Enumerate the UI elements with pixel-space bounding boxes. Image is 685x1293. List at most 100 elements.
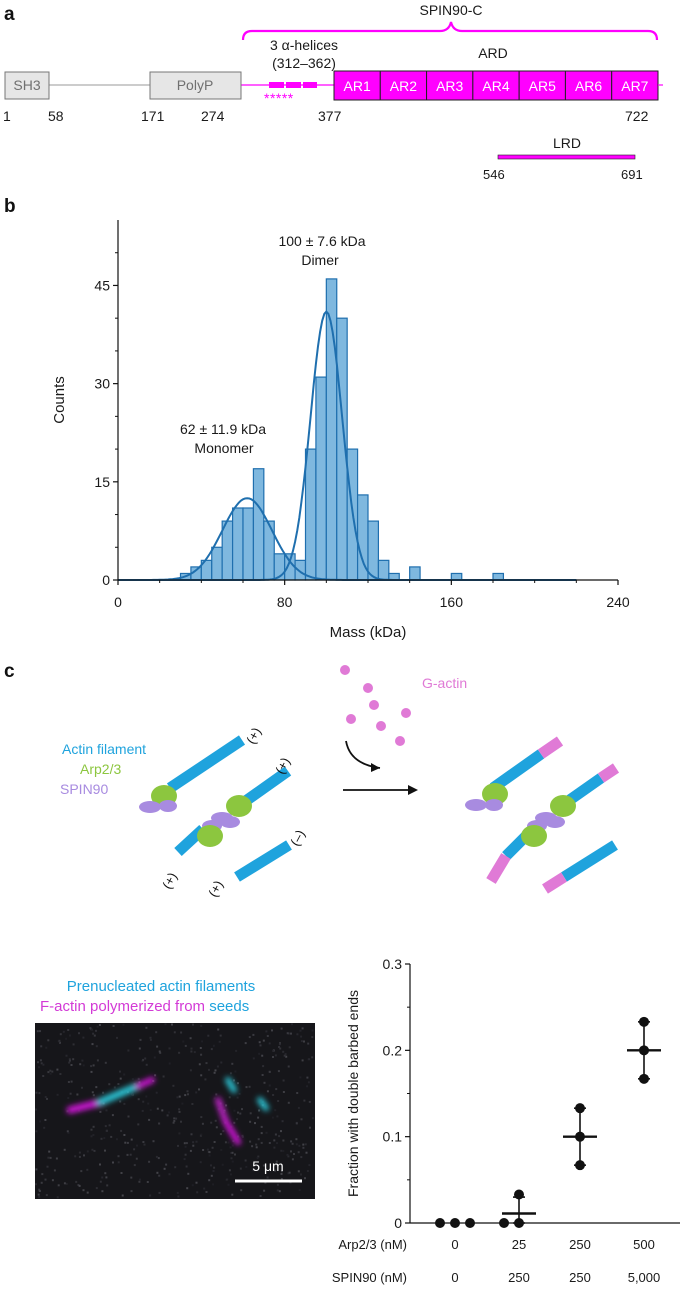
micrograph-caption-seeds: Prenucleated actin filaments — [67, 978, 255, 995]
noise-speckle — [272, 1094, 275, 1096]
noise-speckle — [311, 1056, 314, 1059]
panel-a-letter: a — [4, 4, 15, 25]
noise-speckle — [213, 1097, 216, 1100]
noise-speckle — [195, 1140, 198, 1143]
y-axis-label: Fraction with double barbed ends — [345, 990, 361, 1197]
noise-speckle — [40, 1062, 43, 1065]
noise-speckle — [86, 1191, 89, 1194]
noise-speckle — [142, 1058, 145, 1061]
noise-speckle — [282, 1050, 285, 1053]
noise-speckle — [208, 1151, 211, 1154]
g-actin-label: G-actin — [422, 675, 467, 691]
noise-speckle — [298, 1144, 301, 1147]
noise-speckle — [168, 1047, 171, 1050]
noise-speckle — [231, 1062, 234, 1065]
arp23-complex — [197, 825, 223, 847]
noise-speckle — [274, 1054, 277, 1057]
data-point — [575, 1103, 585, 1114]
noise-speckle — [182, 1040, 185, 1043]
noise-speckle — [232, 1140, 235, 1143]
noise-speckle — [287, 1101, 290, 1104]
noise-speckle — [105, 1129, 108, 1132]
noise-speckle — [229, 1146, 232, 1149]
residue-377: 377 — [318, 108, 342, 124]
noise-speckle — [303, 1040, 305, 1043]
noise-speckle — [112, 1025, 115, 1027]
noise-speckle — [86, 1168, 89, 1171]
spin90c-bracket — [241, 21, 659, 41]
noise-speckle — [252, 1057, 255, 1060]
noise-speckle — [119, 1100, 122, 1103]
noise-speckle — [227, 1141, 230, 1144]
noise-speckle — [271, 1029, 273, 1032]
histogram-bar — [367, 520, 380, 581]
condition-1-spin: 0 — [451, 1270, 458, 1285]
noise-speckle — [129, 1153, 132, 1156]
noise-speckle — [280, 1178, 283, 1180]
noise-speckle — [59, 1033, 62, 1036]
noise-speckle — [210, 1174, 213, 1177]
noise-speckle — [286, 1032, 289, 1035]
g-actin-monomer — [376, 721, 386, 731]
noise-speckle — [93, 1149, 96, 1152]
noise-speckle — [44, 1119, 47, 1121]
noise-speckle — [219, 1133, 222, 1136]
noise-speckle — [220, 1149, 223, 1151]
noise-speckle — [200, 1074, 203, 1077]
noise-speckle — [181, 1102, 184, 1105]
noise-speckle — [238, 1092, 241, 1095]
ankyrin-repeat-4 — [472, 70, 520, 101]
noise-speckle — [45, 1046, 48, 1049]
noise-speckle — [92, 1064, 95, 1067]
x-tick-label: 80 — [277, 594, 293, 610]
helices-range-label: (312–362) — [272, 55, 336, 71]
data-point — [575, 1131, 585, 1142]
ankyrin-repeat-label: AR3 — [436, 78, 463, 94]
noise-speckle — [156, 1171, 159, 1174]
noise-speckle — [92, 1094, 95, 1097]
noise-speckle — [38, 1190, 41, 1192]
noise-speckle — [172, 1084, 175, 1087]
arp23-complex — [482, 783, 508, 805]
noise-speckle — [261, 1074, 264, 1076]
noise-speckle — [172, 1121, 175, 1124]
noise-speckle — [65, 1054, 68, 1057]
noise-speckle — [266, 1176, 269, 1179]
panel-c-letter: c — [4, 661, 15, 682]
polymerized-segment-magenta — [215, 1097, 229, 1125]
noise-speckle — [255, 1146, 258, 1149]
noise-speckle — [228, 1096, 231, 1099]
noise-speckle — [35, 1130, 38, 1133]
noise-speckle — [214, 1069, 217, 1072]
micrograph-background — [35, 1023, 315, 1199]
noise-speckle — [69, 1092, 72, 1095]
noise-speckle — [168, 1062, 171, 1065]
noise-speckle — [258, 1041, 261, 1044]
noise-speckle — [91, 1091, 94, 1094]
panel-a: a SPIN90-C ARD 3 α-helices (312–362) SH3… — [3, 2, 663, 182]
noise-speckle — [143, 1143, 146, 1146]
noise-speckle — [171, 1023, 173, 1026]
noise-speckle — [302, 1146, 305, 1149]
noise-speckle — [142, 1100, 145, 1103]
noise-speckle — [240, 1189, 243, 1192]
actin-filament — [234, 840, 292, 882]
noise-speckle — [304, 1143, 307, 1146]
g-actin-monomer — [340, 665, 350, 675]
noise-speckle — [90, 1135, 93, 1138]
noise-speckle — [236, 1096, 239, 1099]
noise-speckle — [308, 1164, 311, 1167]
arp23-complex — [521, 825, 547, 847]
noise-speckle — [274, 1109, 277, 1112]
panel-b: b 0 15 30 45 0 80 160 240 Mass (kDa) Counts 100 ±… — [4, 196, 630, 641]
noise-speckle — [76, 1093, 79, 1096]
noise-speckle — [189, 1037, 192, 1040]
noise-speckle — [37, 1066, 40, 1069]
noise-speckle — [196, 1191, 199, 1194]
y-tick-label: 0.2 — [383, 1042, 403, 1058]
spin90-molecule — [485, 799, 503, 811]
noise-speckle — [168, 1173, 171, 1176]
domain-polyp-label: PolyP — [177, 77, 214, 93]
noise-speckle — [70, 1064, 73, 1066]
y-tick-label: 0 — [102, 572, 110, 588]
